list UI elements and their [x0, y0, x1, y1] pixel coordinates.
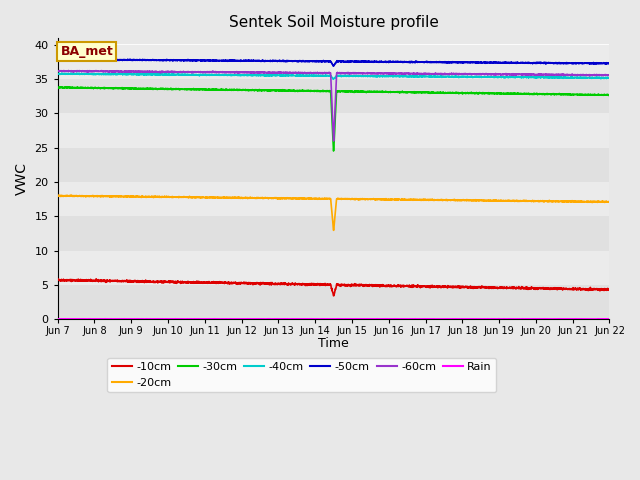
-20cm: [330, 228, 337, 233]
-10cm: [605, 287, 613, 292]
-10cm: [330, 293, 337, 299]
Y-axis label: VWC: VWC: [15, 162, 29, 195]
-10cm: [117, 278, 125, 284]
Line: -40cm: -40cm: [58, 73, 609, 79]
-20cm: [117, 193, 125, 199]
-40cm: [150, 71, 157, 77]
-60cm: [330, 138, 337, 144]
Line: -60cm: -60cm: [58, 71, 609, 141]
Line: -50cm: -50cm: [58, 59, 609, 66]
-40cm: [536, 74, 543, 80]
Rain: [54, 316, 61, 322]
Legend: -10cm, -20cm, -30cm, -40cm, -50cm, -60cm, Rain: -10cm, -20cm, -30cm, -40cm, -50cm, -60cm…: [108, 358, 496, 392]
-60cm: [289, 70, 297, 76]
Bar: [58, 45, 609, 79]
-30cm: [536, 91, 543, 96]
Rain: [289, 316, 297, 322]
Rain: [362, 316, 369, 322]
-20cm: [266, 195, 273, 201]
-60cm: [536, 71, 543, 77]
Bar: [58, 182, 609, 216]
-40cm: [289, 72, 297, 78]
-20cm: [536, 198, 543, 204]
-50cm: [117, 57, 125, 62]
-50cm: [330, 63, 337, 69]
-30cm: [266, 87, 273, 93]
-30cm: [605, 92, 613, 97]
Rain: [116, 316, 124, 322]
-20cm: [605, 199, 613, 205]
Bar: [58, 285, 609, 319]
-50cm: [59, 56, 67, 61]
Line: -10cm: -10cm: [58, 279, 609, 296]
Title: Sentek Soil Moisture profile: Sentek Soil Moisture profile: [228, 15, 438, 30]
-40cm: [67, 71, 75, 76]
-30cm: [595, 92, 603, 98]
Line: -20cm: -20cm: [58, 195, 609, 230]
-50cm: [54, 56, 61, 62]
-50cm: [150, 57, 157, 63]
Rain: [266, 316, 273, 322]
-40cm: [605, 75, 613, 81]
-40cm: [330, 76, 337, 82]
-30cm: [54, 85, 61, 91]
-20cm: [289, 196, 297, 202]
-20cm: [54, 192, 62, 198]
-10cm: [289, 281, 297, 287]
-30cm: [150, 86, 157, 92]
X-axis label: Time: Time: [318, 337, 349, 350]
Bar: [58, 251, 609, 285]
-50cm: [289, 58, 297, 64]
-60cm: [150, 69, 157, 75]
-40cm: [54, 71, 61, 76]
-60cm: [117, 68, 125, 74]
-30cm: [117, 85, 125, 91]
Bar: [58, 216, 609, 251]
-10cm: [54, 277, 61, 283]
Rain: [536, 316, 543, 322]
-30cm: [289, 87, 297, 93]
-10cm: [92, 276, 100, 282]
-10cm: [266, 282, 273, 288]
-50cm: [605, 60, 613, 66]
-60cm: [605, 72, 613, 78]
-20cm: [54, 193, 61, 199]
-50cm: [536, 60, 543, 66]
Line: -30cm: -30cm: [58, 87, 609, 151]
-10cm: [150, 278, 157, 284]
Bar: [58, 79, 609, 113]
-60cm: [266, 70, 273, 75]
-10cm: [595, 286, 603, 292]
Bar: [58, 148, 609, 182]
-10cm: [536, 285, 543, 290]
Rain: [605, 316, 613, 322]
Rain: [595, 316, 603, 322]
-60cm: [54, 68, 61, 74]
-50cm: [266, 58, 273, 64]
-40cm: [117, 71, 125, 77]
-60cm: [92, 68, 100, 73]
-30cm: [330, 148, 337, 154]
Bar: [58, 113, 609, 148]
-60cm: [595, 72, 603, 78]
-40cm: [266, 72, 273, 78]
-50cm: [595, 60, 603, 66]
Rain: [211, 316, 218, 322]
Rain: [150, 316, 157, 322]
-30cm: [58, 84, 65, 90]
Text: BA_met: BA_met: [60, 45, 113, 58]
-40cm: [595, 75, 603, 81]
-20cm: [150, 194, 157, 200]
-20cm: [595, 199, 603, 204]
